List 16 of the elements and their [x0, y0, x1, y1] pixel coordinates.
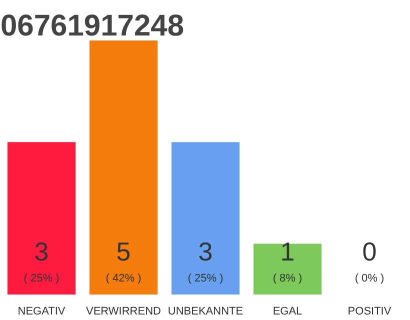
- data-label: 5: [116, 236, 131, 266]
- data-label: 3: [34, 236, 49, 266]
- annotation: ( 25% ): [188, 272, 224, 284]
- x-tick-label: NEGATIV: [18, 306, 66, 318]
- x-tick-label: VERWIRREND: [86, 306, 162, 318]
- chart-title: 06761917248: [0, 10, 184, 42]
- x-tick-label: EGAL: [272, 306, 302, 318]
- annotation: ( 0% ): [354, 272, 384, 284]
- annotation: ( 8% ): [272, 272, 302, 284]
- annotation: ( 25% ): [24, 272, 60, 284]
- x-tick-label: POSITIV: [348, 306, 392, 318]
- annotation: ( 42% ): [106, 272, 142, 284]
- x-tick-label: UNBEKANNTE: [168, 306, 244, 318]
- data-label: 1: [280, 236, 295, 266]
- data-label: 3: [198, 236, 213, 266]
- data-label: 0: [362, 236, 377, 266]
